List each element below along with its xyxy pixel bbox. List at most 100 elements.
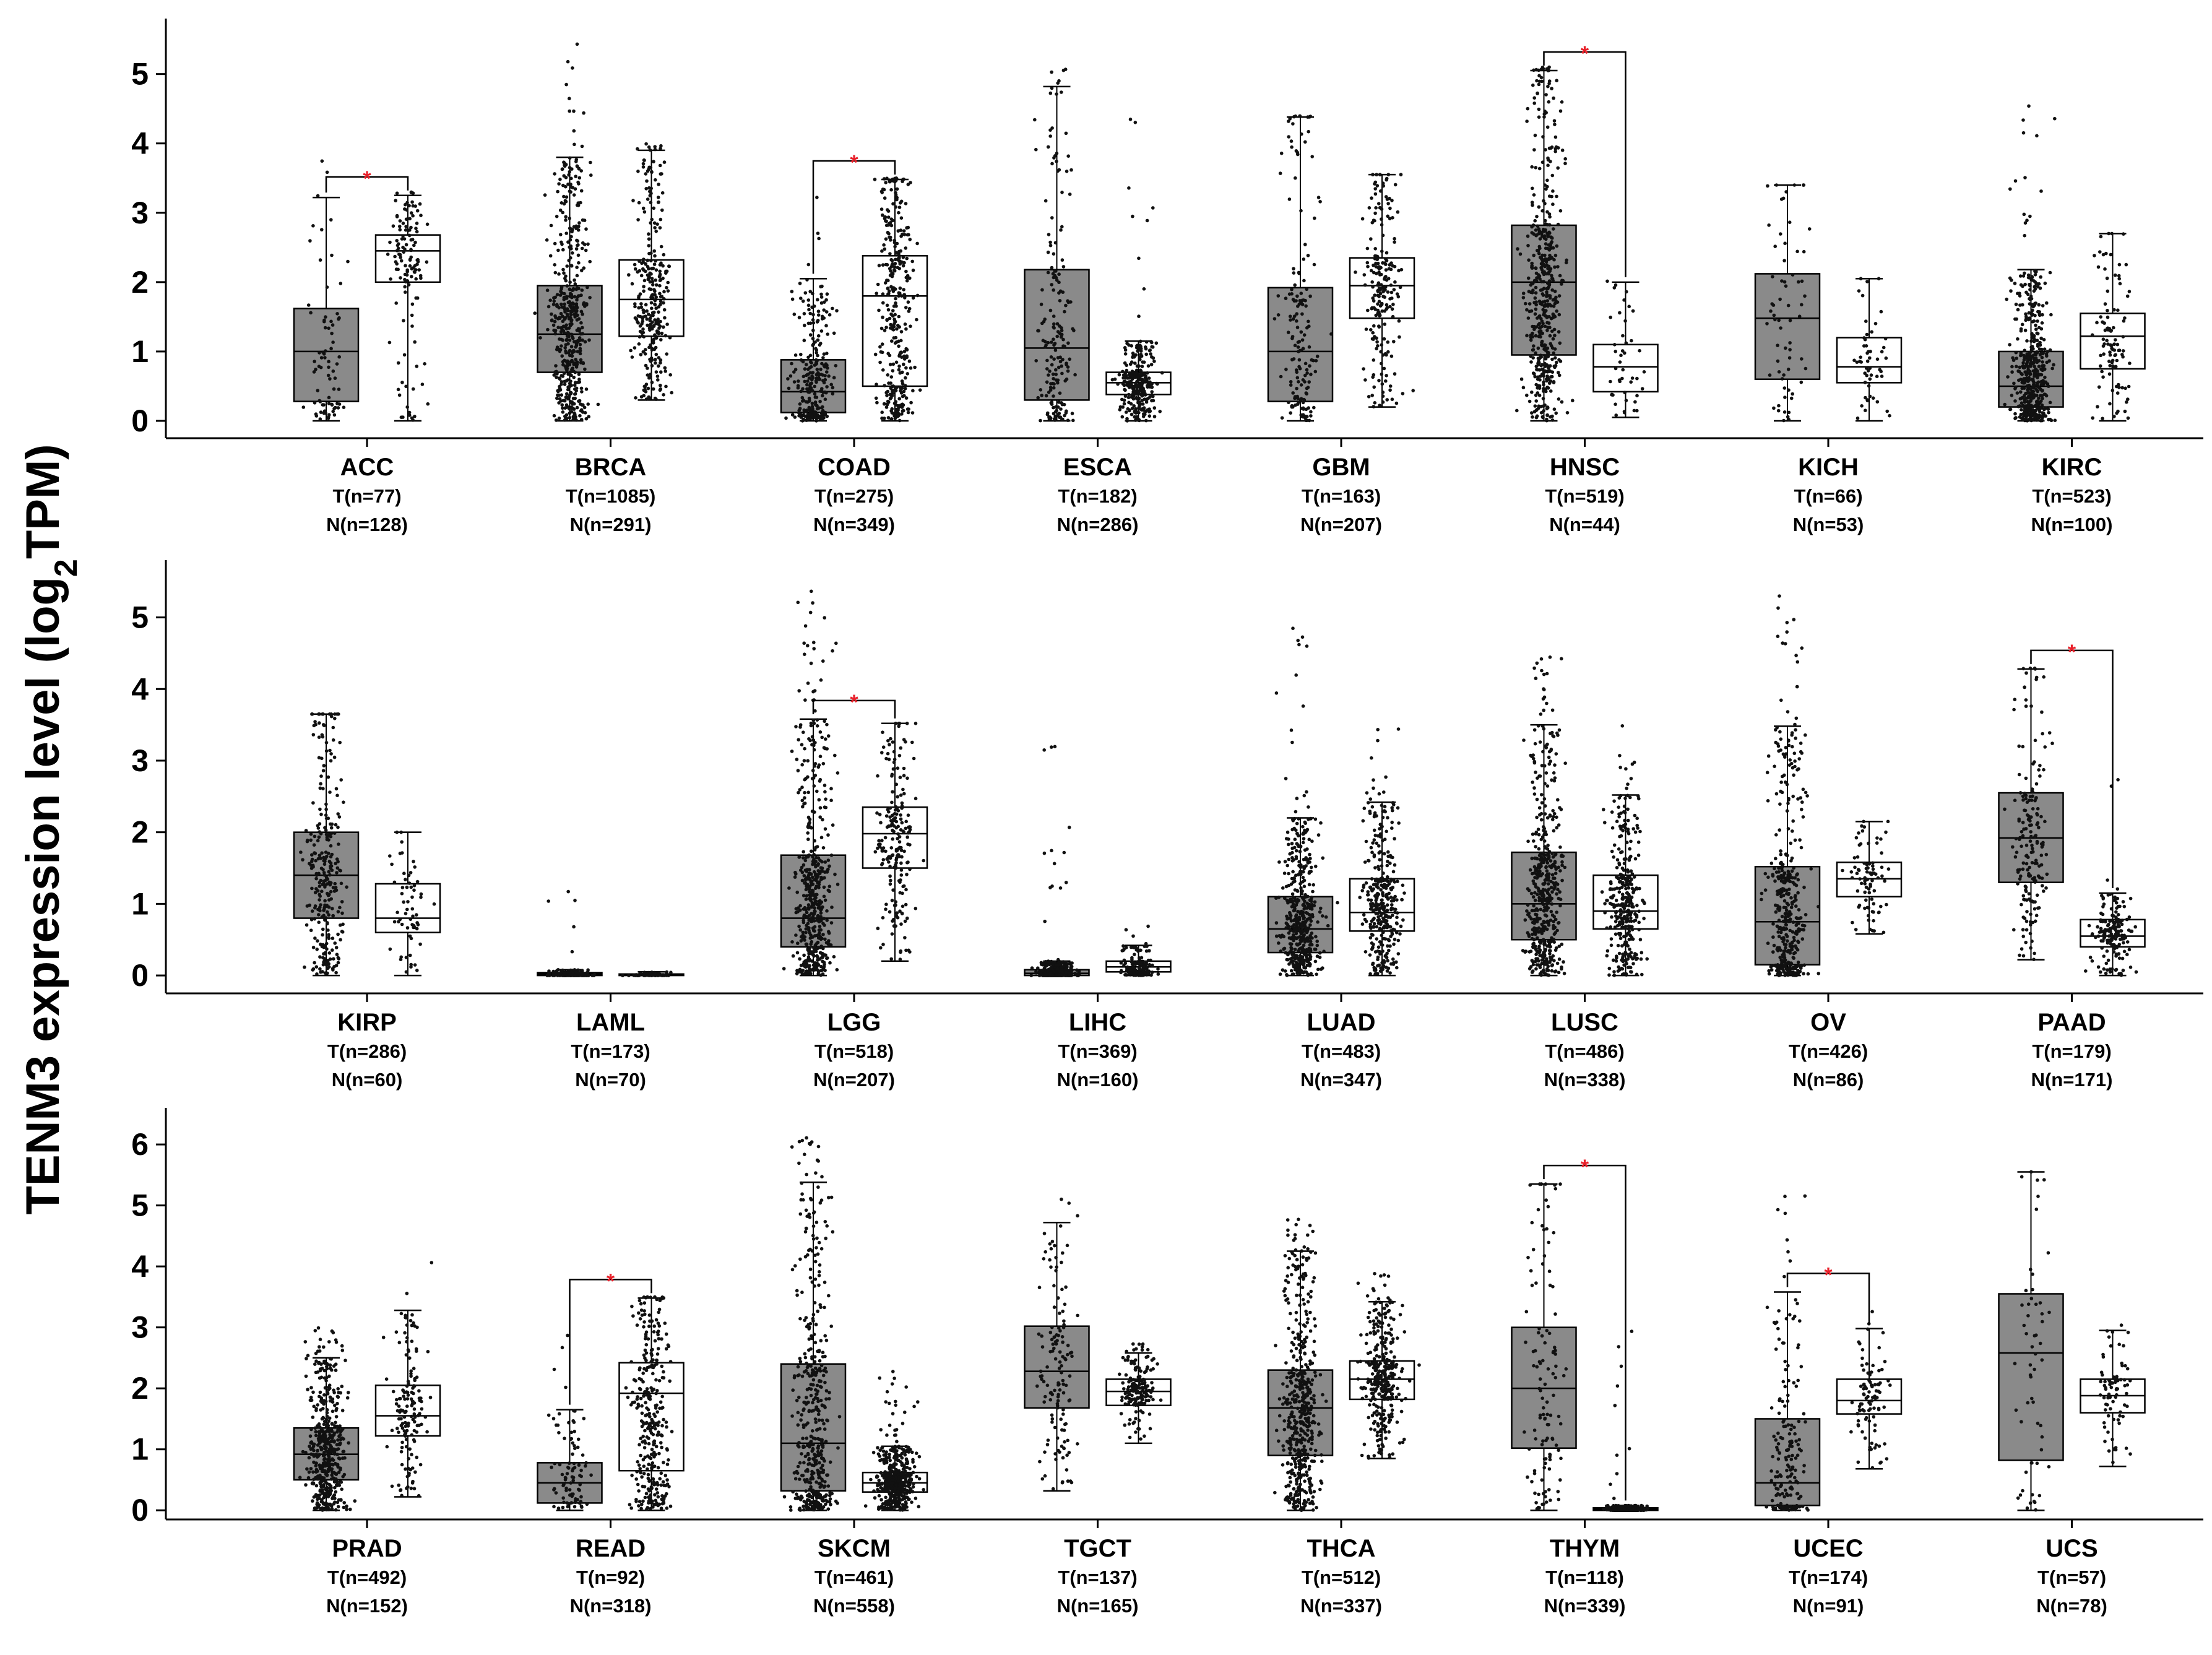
data-point — [633, 302, 637, 306]
data-point — [569, 183, 572, 186]
data-point — [1299, 292, 1303, 295]
data-point — [1127, 343, 1131, 347]
data-point — [337, 316, 341, 320]
data-point — [826, 366, 829, 370]
data-point — [1375, 173, 1378, 176]
category-label: KICH — [1798, 454, 1859, 481]
tumor-boxplot — [1998, 104, 2064, 423]
data-point — [404, 956, 408, 959]
data-point — [1536, 224, 1540, 228]
tumor-count-label: T(n=523) — [2032, 485, 2111, 507]
data-point — [1130, 412, 1134, 417]
data-point — [410, 416, 414, 420]
data-point — [793, 875, 797, 879]
data-point — [877, 264, 881, 267]
data-point — [582, 243, 587, 246]
data-point — [805, 278, 809, 282]
data-point — [566, 889, 570, 894]
data-point — [2112, 342, 2116, 347]
data-point — [824, 324, 828, 327]
data-point — [2018, 274, 2023, 278]
data-point — [1385, 197, 1389, 201]
data-point — [555, 305, 559, 308]
data-point — [1543, 183, 1547, 187]
data-point — [1039, 388, 1043, 392]
data-point — [642, 309, 646, 314]
data-point — [2018, 404, 2021, 408]
data-point — [1553, 356, 1557, 360]
data-point — [832, 331, 836, 335]
data-point — [584, 417, 589, 421]
data-point — [1300, 132, 1303, 136]
data-point — [1380, 372, 1384, 376]
data-point — [897, 256, 901, 260]
data-point — [1552, 351, 1556, 355]
data-point — [810, 879, 814, 883]
data-point — [641, 319, 645, 323]
data-point — [1532, 96, 1536, 100]
data-point — [1623, 391, 1627, 394]
data-point — [579, 201, 582, 205]
data-point — [1389, 283, 1393, 287]
data-point — [323, 951, 327, 955]
data-point — [1125, 417, 1129, 421]
data-point — [639, 353, 643, 356]
data-point — [805, 387, 809, 391]
iqr-box — [293, 308, 360, 402]
data-point — [894, 301, 897, 305]
data-point — [803, 790, 806, 795]
data-point — [331, 725, 335, 730]
tumor-count-label: T(n=173) — [571, 1040, 650, 1062]
data-point — [887, 289, 891, 293]
data-point — [816, 353, 819, 358]
data-point — [568, 370, 572, 374]
data-point — [568, 300, 571, 304]
data-point — [1301, 400, 1305, 405]
data-point — [575, 164, 579, 168]
data-point — [1555, 300, 1560, 305]
data-point — [1286, 331, 1290, 334]
data-point — [558, 316, 562, 320]
data-point — [886, 308, 891, 312]
data-point — [1126, 407, 1130, 411]
data-point — [1387, 267, 1391, 271]
data-point — [400, 892, 404, 896]
data-point — [1396, 295, 1401, 299]
data-point — [1539, 355, 1544, 359]
data-point — [310, 853, 314, 857]
data-point — [568, 400, 572, 404]
data-point — [1154, 341, 1159, 345]
data-point — [647, 145, 651, 149]
data-point — [1557, 373, 1562, 378]
data-point — [2096, 405, 2099, 408]
data-point — [2028, 288, 2032, 292]
data-point — [633, 262, 637, 267]
data-point — [1131, 371, 1135, 375]
data-point — [323, 899, 327, 903]
data-point — [398, 228, 402, 232]
data-point — [559, 326, 563, 330]
data-point — [1541, 397, 1545, 400]
data-point — [810, 735, 814, 739]
data-point — [1131, 384, 1134, 389]
data-point — [641, 331, 646, 335]
data-point — [886, 373, 890, 377]
data-point — [559, 302, 563, 306]
data-point — [2115, 391, 2120, 395]
data-point — [787, 886, 791, 890]
data-point — [810, 826, 813, 830]
data-point — [668, 335, 672, 340]
data-point — [811, 371, 815, 374]
data-point — [1363, 283, 1367, 287]
data-point — [1145, 379, 1149, 383]
data-point — [398, 219, 402, 223]
data-point — [1544, 148, 1547, 152]
data-point — [646, 197, 650, 201]
data-point — [642, 257, 646, 261]
data-point — [337, 957, 341, 961]
data-point — [1541, 404, 1545, 408]
data-point — [1550, 329, 1554, 333]
data-point — [825, 370, 829, 374]
data-point — [1558, 209, 1563, 213]
data-point — [301, 405, 306, 409]
